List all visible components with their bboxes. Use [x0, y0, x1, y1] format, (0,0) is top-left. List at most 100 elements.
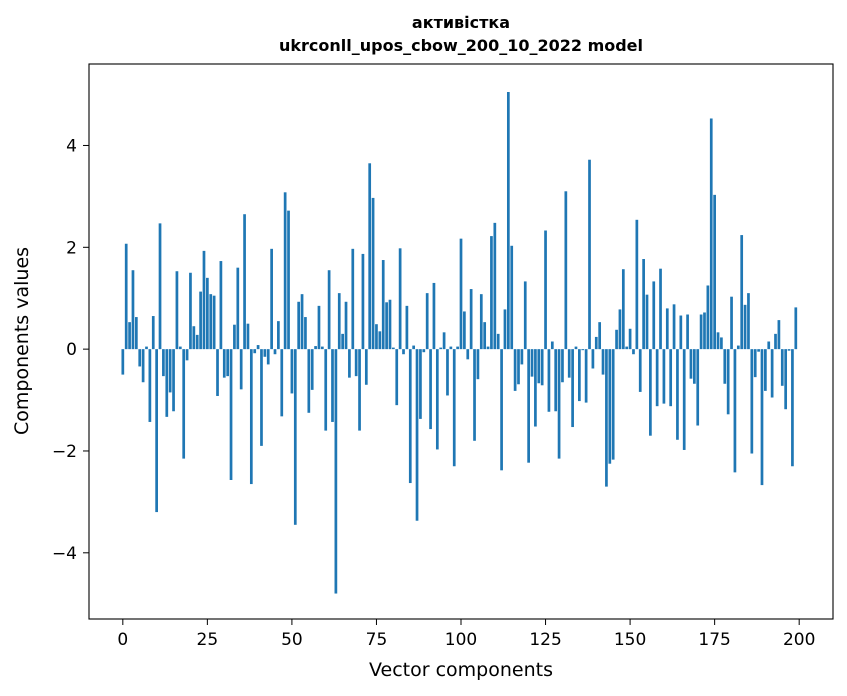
- bar-12: [162, 349, 165, 377]
- bar-123: [537, 349, 541, 384]
- bar-106: [479, 294, 483, 350]
- bar-105: [476, 349, 480, 380]
- bar-169: [692, 349, 696, 384]
- bar-70: [358, 349, 361, 431]
- bar-61: [327, 270, 331, 350]
- bar-65: [341, 333, 344, 350]
- bar-92: [432, 282, 436, 350]
- bar-155: [645, 294, 649, 350]
- bar-58: [317, 305, 321, 350]
- bar-179: [726, 349, 730, 415]
- bar-8: [148, 349, 152, 422]
- bar-180: [730, 296, 733, 350]
- bar-112: [500, 349, 503, 471]
- bar-4: [134, 317, 138, 350]
- bar-108: [486, 346, 490, 350]
- bar-121: [530, 349, 534, 377]
- bar-80: [392, 347, 395, 350]
- bar-104: [473, 349, 476, 441]
- bar-134: [574, 346, 578, 350]
- bar-35: [239, 349, 243, 390]
- bar-128: [554, 349, 558, 412]
- bar-63: [334, 349, 338, 594]
- bar-186: [750, 349, 754, 454]
- bar-193: [774, 333, 777, 350]
- bar-197: [787, 349, 791, 351]
- bar-138: [588, 159, 591, 350]
- bar-171: [699, 314, 703, 350]
- bar-11: [158, 223, 162, 350]
- bar-143: [605, 349, 608, 487]
- bar-54: [304, 317, 307, 350]
- bar-14: [168, 349, 172, 393]
- bar-133: [571, 349, 574, 428]
- y-axis-label: Components values: [11, 247, 33, 435]
- bar-9: [151, 316, 155, 350]
- bar-71: [361, 253, 365, 350]
- bar-189: [760, 349, 764, 486]
- bar-174: [709, 118, 713, 350]
- bar-135: [578, 349, 581, 402]
- bar-151: [632, 349, 635, 355]
- bar-46: [277, 321, 280, 350]
- bar-158: [655, 349, 659, 407]
- bar-39: [253, 349, 257, 354]
- bar-172: [703, 312, 706, 350]
- bars-group: [121, 92, 798, 594]
- bar-190: [764, 349, 767, 391]
- bar-73: [368, 163, 372, 350]
- bar-147: [618, 309, 622, 350]
- bar-194: [777, 320, 781, 350]
- bar-152: [635, 219, 639, 350]
- bar-164: [676, 349, 679, 440]
- bar-110: [493, 222, 497, 350]
- bar-196: [784, 349, 788, 410]
- x-tick-label: 0: [117, 630, 128, 650]
- plot-frame: [88, 63, 834, 620]
- bar-76: [378, 331, 382, 350]
- bar-49: [287, 210, 290, 350]
- bar-41: [260, 349, 263, 446]
- bar-130: [561, 349, 564, 383]
- bar-139: [591, 349, 595, 369]
- x-axis-ticks: 0 25 50 75 100 125 150 175 200: [117, 619, 815, 650]
- bar-53: [300, 294, 304, 350]
- bar-113: [503, 309, 507, 350]
- bar-160: [662, 349, 666, 404]
- bar-183: [740, 235, 744, 350]
- bar-156: [649, 349, 652, 436]
- bar-17: [178, 346, 182, 350]
- x-tick-label: 25: [197, 630, 219, 650]
- bar-85: [408, 349, 412, 484]
- bar-5: [138, 349, 142, 367]
- bar-91: [429, 349, 432, 430]
- bar-175: [713, 194, 716, 350]
- bar-181: [733, 349, 737, 473]
- bar-191: [767, 341, 771, 350]
- x-tick-label: 50: [281, 630, 303, 650]
- bar-124: [540, 349, 544, 386]
- bar-34: [236, 267, 240, 350]
- bar-81: [395, 349, 399, 406]
- bar-44: [270, 248, 273, 350]
- bar-192: [770, 349, 774, 398]
- bar-30: [222, 349, 226, 378]
- chart-title: активістка: [412, 13, 510, 32]
- bar-116: [513, 349, 517, 391]
- y-tick-label: 0: [66, 340, 77, 360]
- bar-15: [172, 349, 175, 412]
- bar-57: [314, 346, 317, 350]
- bar-64: [337, 293, 341, 350]
- bar-103: [469, 289, 473, 350]
- bar-119: [523, 281, 527, 350]
- bar-1: [124, 243, 128, 350]
- bar-99: [456, 346, 459, 350]
- bar-3: [131, 270, 135, 350]
- bar-69: [354, 349, 358, 377]
- bar-86: [412, 345, 416, 350]
- bar-170: [696, 349, 700, 426]
- bar-89: [422, 349, 426, 353]
- bar-107: [483, 322, 487, 350]
- x-tick-label: 125: [529, 630, 561, 650]
- bar-25: [206, 277, 209, 350]
